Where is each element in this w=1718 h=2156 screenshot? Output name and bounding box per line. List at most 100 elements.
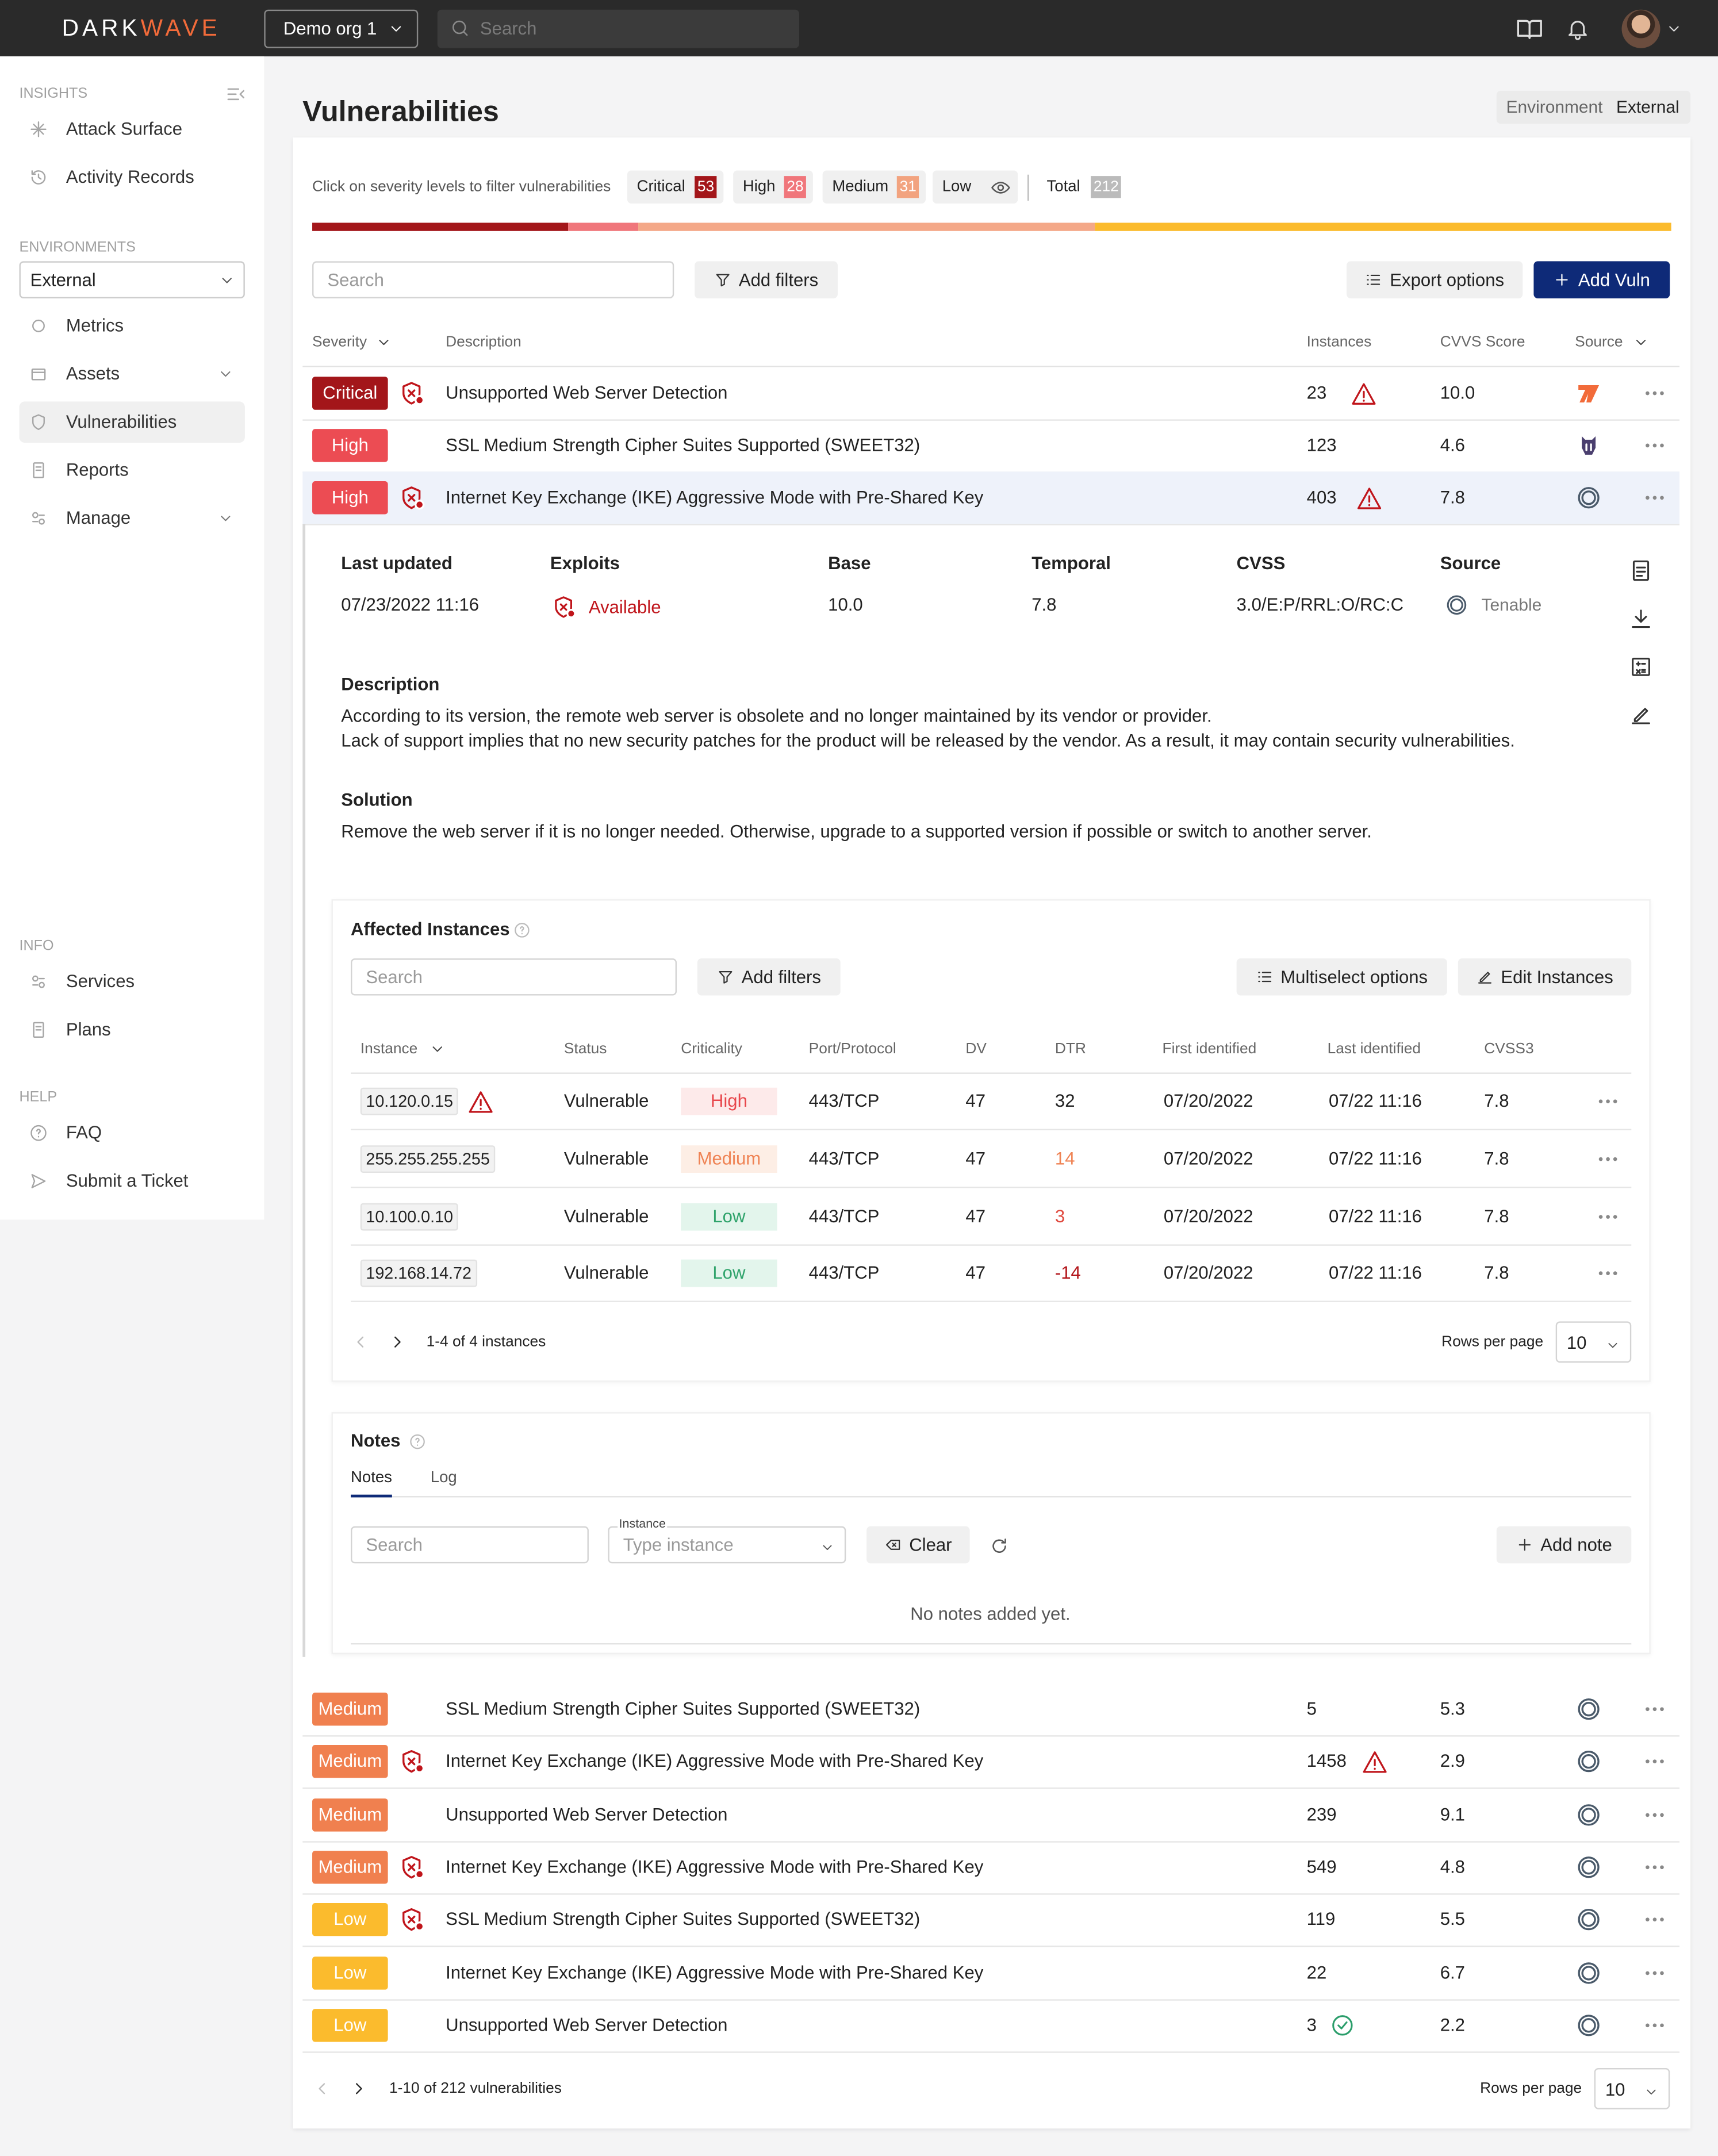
- row-menu[interactable]: [1642, 433, 1667, 458]
- column-header[interactable]: Instance: [360, 1041, 418, 1058]
- cvss3: 7.8: [1484, 1148, 1509, 1169]
- nav-item[interactable]: Services: [66, 970, 135, 992]
- vuln-description[interactable]: SSL Medium Strength Cipher Suites Suppor…: [446, 434, 921, 455]
- row-menu[interactable]: [1596, 1204, 1620, 1229]
- docs-icon[interactable]: [1516, 15, 1543, 43]
- nav-item[interactable]: Activity Records: [66, 166, 194, 187]
- add-note[interactable]: Add note: [1496, 1526, 1632, 1564]
- row-menu[interactable]: [1642, 485, 1667, 510]
- column-header[interactable]: Severity: [312, 334, 367, 351]
- add-note-label: Add note: [1540, 1534, 1612, 1555]
- export-options[interactable]: Export options: [1347, 261, 1523, 298]
- prev-page[interactable]: [351, 1332, 370, 1351]
- org-select[interactable]: Demo org 1: [264, 9, 419, 48]
- tab[interactable]: Notes: [351, 1470, 392, 1487]
- row-menu[interactable]: [1642, 1908, 1667, 1932]
- row-menu[interactable]: [1596, 1261, 1620, 1286]
- add-vuln[interactable]: Add Vuln: [1533, 261, 1670, 298]
- column-header: Description: [446, 334, 521, 351]
- nav-item[interactable]: Manage: [66, 507, 131, 528]
- nav-item[interactable]: Vulnerabilities: [66, 411, 177, 432]
- search-placeholder: Search: [480, 18, 537, 39]
- nav-icon: [29, 1172, 48, 1191]
- nav-item[interactable]: Assets: [66, 363, 120, 384]
- detail-value: 07/23/2022 11:16: [341, 594, 480, 615]
- tab[interactable]: Log: [430, 1470, 457, 1487]
- row-menu[interactable]: [1642, 1855, 1667, 1879]
- warning-icon: [1362, 1749, 1387, 1775]
- nav-item[interactable]: FAQ: [66, 1122, 102, 1143]
- instance-count: 22: [1306, 1962, 1327, 1983]
- warning-icon: [1356, 485, 1382, 511]
- row-menu[interactable]: [1642, 1697, 1667, 1721]
- detail-action[interactable]: [1628, 558, 1653, 583]
- severity-badge: Medium: [312, 1745, 388, 1779]
- prev-page[interactable]: [312, 2079, 331, 2098]
- avatar-chevron[interactable]: [1666, 21, 1682, 37]
- vuln-description[interactable]: Internet Key Exchange (IKE) Aggressive M…: [446, 486, 984, 508]
- sort-chevron: [1633, 334, 1650, 351]
- detail-action-glyph: [1632, 708, 1650, 724]
- nav-item[interactable]: Plans: [66, 1019, 111, 1040]
- vuln-search[interactable]: Search: [312, 261, 674, 298]
- vuln-description[interactable]: Internet Key Exchange (IKE) Aggressive M…: [446, 1962, 984, 1983]
- vuln-description[interactable]: Unsupported Web Server Detection: [446, 1804, 728, 1824]
- nav-icon: [29, 120, 48, 139]
- vuln-description[interactable]: Internet Key Exchange (IKE) Aggressive M…: [446, 1856, 984, 1877]
- row-menu-glyph: [1598, 1215, 1617, 1219]
- severity-chip[interactable]: Critical 53: [627, 170, 724, 204]
- select-chevron: [1644, 2082, 1659, 2097]
- severity-chip[interactable]: High 28: [733, 170, 813, 204]
- detail-label: Base: [828, 553, 871, 574]
- divider: [302, 419, 1679, 421]
- row-menu[interactable]: [1642, 2013, 1667, 2038]
- vuln-description[interactable]: Internet Key Exchange (IKE) Aggressive M…: [446, 1751, 984, 1772]
- nav-icon: [29, 972, 48, 991]
- detail-action[interactable]: [1628, 654, 1653, 679]
- global-search[interactable]: Search: [437, 9, 799, 48]
- row-menu[interactable]: [1642, 1802, 1667, 1827]
- severity-badge: High: [312, 481, 388, 515]
- dtr: 32: [1054, 1090, 1075, 1111]
- row-menu[interactable]: [1596, 1089, 1620, 1114]
- detail-action[interactable]: [1628, 607, 1653, 631]
- notes-search[interactable]: Search: [351, 1526, 589, 1564]
- vuln-description[interactable]: SSL Medium Strength Cipher Suites Suppor…: [446, 1698, 921, 1719]
- rows-per-page[interactable]: 10: [1555, 1321, 1632, 1363]
- row-menu[interactable]: [1642, 1961, 1667, 1985]
- divider: [302, 1998, 1679, 2001]
- severity-chip[interactable]: Low: [932, 170, 1018, 204]
- clear-button[interactable]: Clear: [866, 1526, 970, 1564]
- edit-instances[interactable]: Edit Instances: [1458, 958, 1632, 996]
- nav-item[interactable]: Reports: [66, 459, 129, 480]
- add-filters[interactable]: Add filters: [695, 261, 838, 298]
- environment-select[interactable]: External: [19, 261, 245, 298]
- instance-search[interactable]: Search: [351, 958, 677, 996]
- nav-item[interactable]: Attack Surface: [66, 118, 183, 139]
- nav-item[interactable]: Submit a Ticket: [66, 1170, 189, 1191]
- next-page[interactable]: [350, 2079, 369, 2098]
- dtr: -14: [1054, 1262, 1081, 1283]
- vuln-description[interactable]: Unsupported Web Server Detection: [446, 382, 728, 403]
- notifications-icon[interactable]: [1565, 17, 1590, 41]
- avatar[interactable]: [1621, 9, 1661, 48]
- row-menu[interactable]: [1642, 1750, 1667, 1774]
- multiselect-options-label: Multiselect options: [1280, 966, 1428, 988]
- severity-label: Medium: [318, 1698, 382, 1719]
- row-menu[interactable]: [1642, 381, 1667, 405]
- instance-filters[interactable]: Add filters: [697, 958, 841, 996]
- severity-bar-segment: [312, 222, 569, 231]
- refresh[interactable]: [989, 1535, 1010, 1556]
- vuln-description[interactable]: Unsupported Web Server Detection: [446, 2014, 728, 2035]
- detail-action[interactable]: [1628, 703, 1653, 727]
- multiselect-options[interactable]: Multiselect options: [1236, 958, 1447, 996]
- column-header[interactable]: Source: [1575, 334, 1623, 351]
- severity-chip[interactable]: Medium 31: [822, 170, 926, 204]
- vuln-description[interactable]: SSL Medium Strength Cipher Suites Suppor…: [446, 1909, 921, 1930]
- row-menu[interactable]: [1596, 1147, 1620, 1172]
- rows-per-page[interactable]: 10: [1594, 2067, 1670, 2109]
- collapse-sidebar[interactable]: [225, 83, 246, 104]
- nav-item[interactable]: Metrics: [66, 314, 124, 336]
- next-page[interactable]: [388, 1332, 407, 1351]
- edit-instances-label: Edit Instances: [1501, 966, 1613, 988]
